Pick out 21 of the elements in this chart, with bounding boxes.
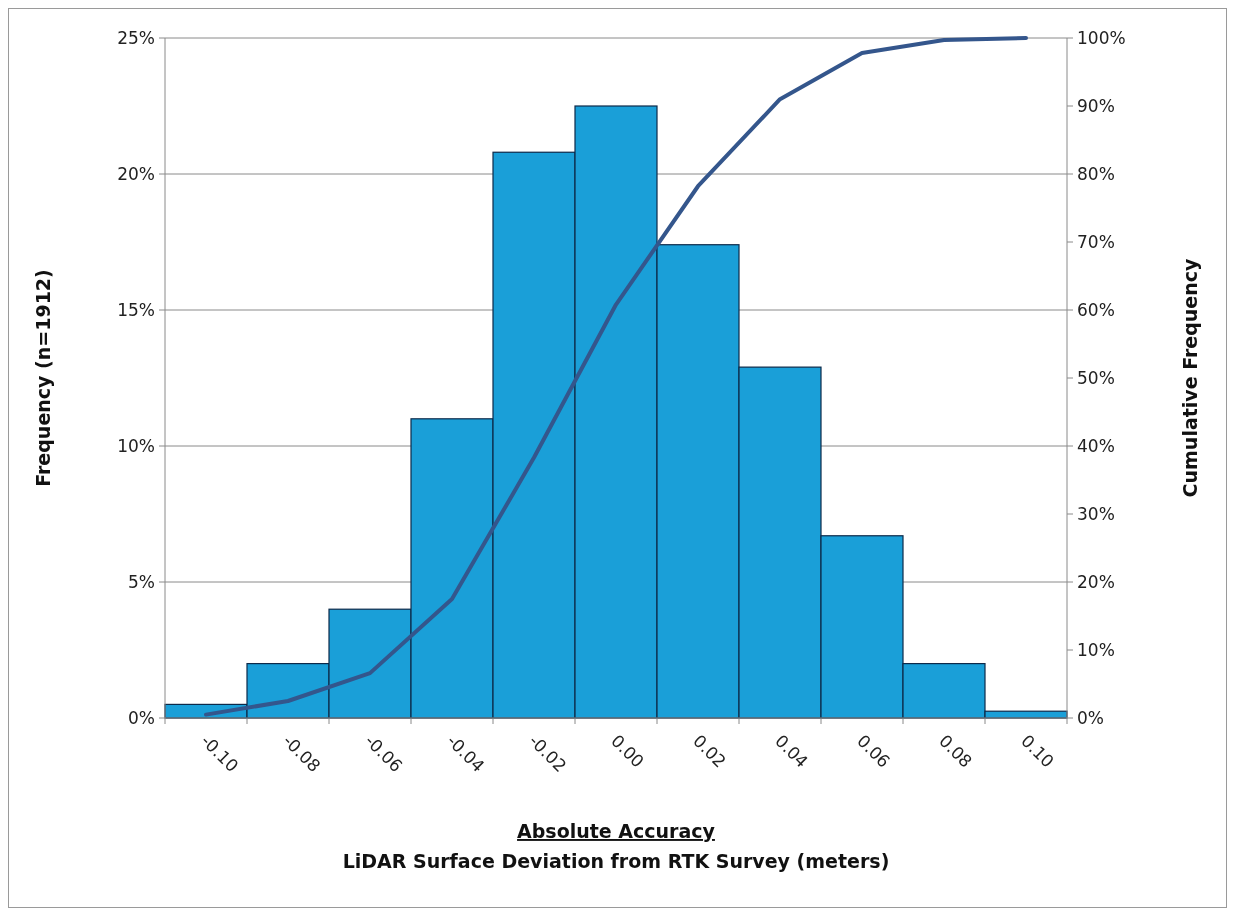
y-tick-label: 0% xyxy=(128,707,155,728)
y2-tick-label: 30% xyxy=(1077,503,1115,524)
y-tick-label: 10% xyxy=(117,435,155,456)
y2-tick-label: 60% xyxy=(1077,299,1115,320)
y-tick-label: 5% xyxy=(128,571,155,592)
x-axis-title: Absolute Accuracy LiDAR Surface Deviation from RTK Survey (meters) xyxy=(342,820,890,872)
y-tick-label: 20% xyxy=(117,163,155,184)
y2-tick-label: 40% xyxy=(1077,435,1115,456)
y2-tick-label: 80% xyxy=(1077,163,1115,184)
y-axis-title: Frequency (n=1912) xyxy=(32,269,54,487)
y-tick-label: 25% xyxy=(117,27,155,48)
y2-tick-label: 100% xyxy=(1077,27,1126,48)
line-series xyxy=(204,36,1028,717)
y2-tick-label: 90% xyxy=(1077,95,1115,116)
y2-axis-title: Cumulative Frequency xyxy=(1179,257,1201,498)
y-tick-label: 15% xyxy=(117,299,155,320)
y2-tick-label: 70% xyxy=(1077,231,1115,252)
y2-tick-label: 50% xyxy=(1077,367,1115,388)
y2-tick-label: 10% xyxy=(1077,639,1115,660)
y2-tick-label: 20% xyxy=(1077,571,1115,592)
y2-tick-label: 0% xyxy=(1077,707,1104,728)
